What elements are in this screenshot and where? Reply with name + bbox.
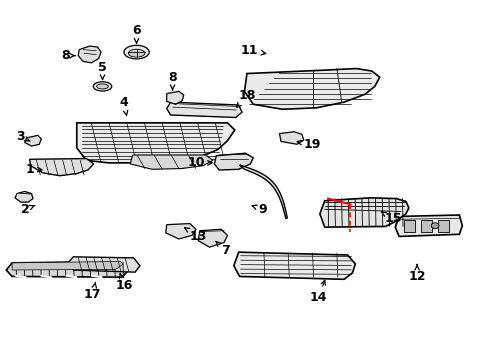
Polygon shape: [30, 158, 94, 176]
Polygon shape: [214, 153, 253, 170]
Polygon shape: [233, 252, 355, 279]
Polygon shape: [239, 165, 287, 219]
Polygon shape: [12, 261, 122, 270]
Text: 15: 15: [381, 212, 401, 225]
Polygon shape: [198, 229, 227, 247]
Text: 14: 14: [309, 280, 326, 305]
Text: 17: 17: [84, 282, 102, 301]
Polygon shape: [6, 261, 128, 277]
Ellipse shape: [123, 45, 149, 59]
Text: 13: 13: [184, 228, 207, 243]
Polygon shape: [165, 224, 196, 239]
Text: 19: 19: [297, 139, 321, 152]
Text: 18: 18: [236, 89, 256, 107]
Polygon shape: [77, 123, 234, 163]
Text: 8: 8: [61, 49, 75, 62]
Polygon shape: [78, 46, 101, 63]
Text: 5: 5: [98, 60, 107, 80]
Text: 4: 4: [119, 96, 128, 115]
Text: 1: 1: [26, 163, 42, 176]
Polygon shape: [244, 68, 379, 109]
Ellipse shape: [93, 82, 112, 91]
Text: 12: 12: [407, 265, 425, 283]
Polygon shape: [166, 102, 242, 117]
Ellipse shape: [97, 84, 108, 89]
Ellipse shape: [128, 49, 144, 57]
Polygon shape: [15, 192, 33, 202]
Polygon shape: [130, 155, 212, 169]
Polygon shape: [403, 220, 414, 232]
Polygon shape: [319, 198, 408, 227]
Polygon shape: [394, 215, 461, 237]
Polygon shape: [166, 91, 183, 104]
Polygon shape: [25, 135, 41, 146]
Text: 2: 2: [21, 203, 35, 216]
Text: 6: 6: [132, 24, 141, 43]
Text: 10: 10: [187, 156, 212, 169]
Text: 8: 8: [168, 71, 177, 90]
Text: 9: 9: [252, 203, 266, 216]
Circle shape: [430, 223, 438, 229]
Polygon shape: [279, 132, 303, 144]
Polygon shape: [437, 220, 448, 232]
Text: 11: 11: [240, 44, 265, 57]
Text: 3: 3: [16, 130, 30, 143]
Text: 7: 7: [216, 242, 229, 257]
Text: 16: 16: [115, 274, 132, 292]
Polygon shape: [420, 220, 431, 232]
Polygon shape: [67, 257, 140, 272]
